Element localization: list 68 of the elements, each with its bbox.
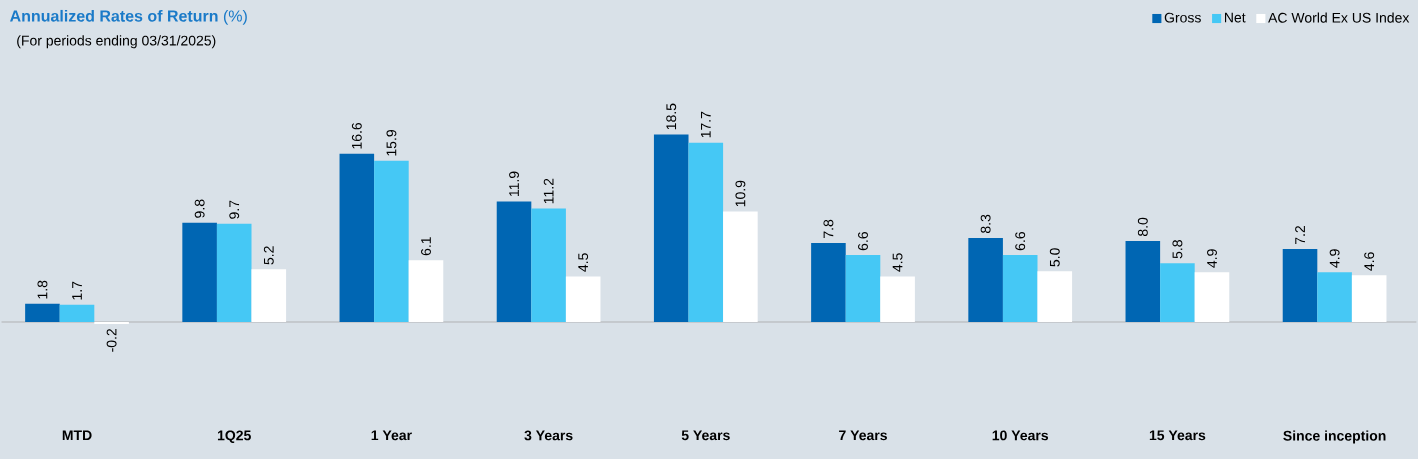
bar [968, 237, 1003, 322]
data-label: 7.2 [1295, 226, 1305, 245]
legend-label: AC World Ex US Index [1268, 12, 1410, 23]
bar [251, 269, 287, 322]
data-label: 4.9 [1207, 249, 1217, 268]
x-tick-label: 3 Years [524, 430, 573, 441]
bar [723, 211, 758, 322]
x-tick-label: 5 Years [681, 430, 730, 441]
data-label: 9.7 [229, 200, 240, 219]
bar [1194, 272, 1230, 322]
x-tick-label: MTD [62, 430, 92, 441]
data-label: -0.2 [106, 329, 117, 352]
data-label: 16.6 [351, 122, 362, 149]
data-label: 4.6 [1364, 252, 1375, 271]
legend-label: Gross [1164, 12, 1201, 23]
bar [25, 303, 60, 322]
legend-label: Net [1224, 12, 1246, 23]
data-label: 11.2 [543, 178, 554, 204]
data-label: 5.8 [1172, 240, 1183, 259]
x-tick-label: Since inception [1283, 430, 1386, 444]
data-label: 1.7 [72, 281, 82, 300]
data-label: 6.1 [421, 237, 431, 256]
data-label: 7.8 [823, 219, 834, 238]
data-label: 5.0 [1049, 248, 1060, 267]
data-label: 10.9 [735, 180, 746, 207]
bar [339, 153, 375, 322]
x-tick-label: 7 Years [839, 430, 887, 441]
bar [688, 142, 724, 322]
bar [94, 321, 129, 325]
data-label: 6.6 [858, 231, 868, 251]
bar [1282, 249, 1318, 322]
bar [408, 260, 444, 322]
bar [59, 304, 95, 322]
data-label: 1.8 [37, 280, 48, 299]
data-label: 8.3 [980, 214, 991, 234]
bar [1002, 255, 1038, 322]
bar [531, 208, 566, 322]
data-label: 11.9 [509, 171, 519, 197]
bar [653, 134, 689, 322]
bar [496, 201, 532, 322]
data-label: 6.6 [1015, 231, 1026, 251]
data-label: 15.9 [386, 130, 397, 156]
bar [374, 160, 409, 322]
bar [1125, 240, 1161, 322]
data-label: 18.5 [666, 103, 677, 130]
data-label: 17.7 [701, 111, 711, 138]
data-label: 4.9 [1329, 249, 1340, 268]
bar [811, 242, 846, 322]
data-label: 4.5 [578, 253, 589, 272]
data-label: 4.5 [892, 253, 903, 272]
bar [1037, 271, 1073, 322]
bar [1351, 275, 1387, 322]
data-label: 9.8 [194, 199, 205, 218]
bar [845, 255, 881, 322]
bar [216, 223, 252, 322]
data-label: 8.0 [1137, 217, 1148, 237]
bar [1160, 263, 1195, 322]
bar [1317, 272, 1352, 322]
bar [880, 276, 915, 322]
x-tick-label: 10 Years [992, 430, 1049, 441]
x-tick-label: 1 Year [371, 430, 412, 441]
bar [565, 276, 601, 322]
chart-title: Annualized Rates of Return (%) [10, 9, 247, 25]
chart-subtitle: (For periods ending 03/31/2025) [17, 35, 216, 49]
x-tick-label: 1Q25 [217, 430, 251, 443]
data-label: 5.2 [263, 246, 274, 265]
bar [182, 222, 217, 322]
x-tick-label: 15 Years [1149, 430, 1206, 441]
